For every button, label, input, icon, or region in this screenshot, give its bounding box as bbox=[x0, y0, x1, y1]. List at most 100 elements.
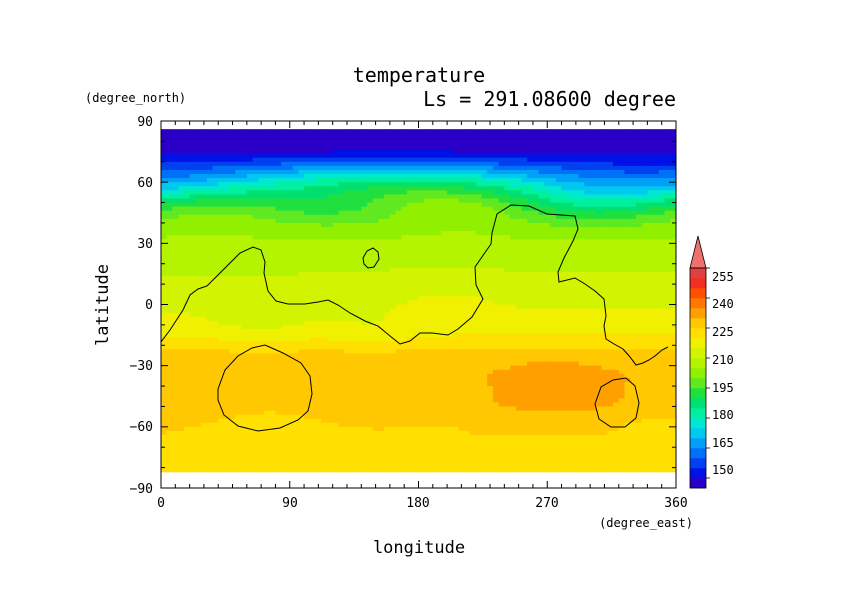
field-cell bbox=[635, 169, 643, 175]
field-cell bbox=[275, 198, 282, 204]
field-cell bbox=[418, 186, 425, 191]
field-cell bbox=[424, 198, 431, 204]
field-cell bbox=[670, 137, 676, 142]
field-cell bbox=[510, 129, 517, 134]
field-cell bbox=[595, 333, 603, 338]
field-cell bbox=[641, 231, 648, 236]
field-cell bbox=[447, 271, 454, 277]
field-cell bbox=[555, 231, 563, 236]
field-cell bbox=[223, 182, 231, 187]
field-cell bbox=[447, 153, 454, 159]
field-cell bbox=[309, 182, 317, 187]
field-cell bbox=[292, 304, 299, 310]
field-cell bbox=[229, 316, 236, 322]
field-cell bbox=[195, 255, 202, 261]
field-cell bbox=[441, 214, 448, 220]
field-cell bbox=[653, 198, 660, 204]
field-cell bbox=[161, 312, 168, 318]
field-cell bbox=[269, 206, 277, 212]
field-cell bbox=[367, 284, 374, 289]
field-cell bbox=[309, 206, 317, 212]
field-cell bbox=[338, 239, 345, 244]
field-cell bbox=[452, 145, 460, 151]
field-cell bbox=[670, 141, 676, 147]
field-cell bbox=[361, 296, 368, 302]
field-cell bbox=[481, 271, 488, 277]
field-cell bbox=[246, 198, 254, 204]
field-cell bbox=[292, 157, 299, 163]
field-cell bbox=[309, 227, 317, 232]
field-cell bbox=[504, 243, 511, 249]
field-cell bbox=[544, 308, 551, 314]
field-cell bbox=[401, 247, 408, 253]
field-cell bbox=[670, 129, 676, 134]
field-cell bbox=[361, 292, 368, 297]
field-cell bbox=[338, 202, 345, 208]
field-cell bbox=[435, 214, 442, 220]
field-cell bbox=[435, 222, 442, 228]
field-cell bbox=[332, 267, 339, 273]
field-cell bbox=[567, 308, 574, 314]
field-cell bbox=[338, 292, 345, 297]
field-cell bbox=[264, 165, 271, 171]
field-cell bbox=[452, 202, 460, 208]
field-cell bbox=[590, 141, 597, 147]
field-cell bbox=[389, 145, 397, 151]
field-cell bbox=[223, 247, 231, 253]
field-cell bbox=[212, 308, 219, 314]
field-cell bbox=[452, 345, 460, 350]
field-cell bbox=[573, 288, 580, 293]
field-cell bbox=[241, 174, 248, 179]
field-cell bbox=[241, 182, 248, 187]
field-cell bbox=[607, 153, 614, 159]
field-cell bbox=[532, 263, 540, 269]
field-cell bbox=[195, 145, 202, 151]
field-cell bbox=[395, 333, 402, 338]
field-cell bbox=[544, 149, 551, 155]
field-cell bbox=[229, 308, 236, 314]
field-cell bbox=[292, 169, 299, 175]
field-cell bbox=[401, 284, 408, 289]
field-cell bbox=[590, 328, 597, 334]
field-cell bbox=[418, 190, 425, 195]
field-cell bbox=[573, 133, 580, 138]
field-cell bbox=[441, 251, 448, 257]
field-cell bbox=[647, 218, 654, 224]
field-cell bbox=[573, 161, 580, 167]
field-cell bbox=[607, 239, 614, 244]
field-cell bbox=[532, 280, 540, 285]
field-cell bbox=[487, 251, 494, 257]
field-cell bbox=[395, 190, 402, 195]
field-cell bbox=[613, 267, 620, 273]
field-cell bbox=[653, 271, 660, 277]
field-cell bbox=[424, 304, 431, 310]
field-cell bbox=[573, 259, 580, 265]
field-cell bbox=[412, 349, 420, 355]
field-cell bbox=[578, 308, 586, 314]
field-cell bbox=[670, 251, 676, 257]
field-cell bbox=[550, 194, 557, 200]
field-cell bbox=[527, 308, 534, 314]
field-cell bbox=[332, 320, 339, 326]
field-cell bbox=[492, 333, 500, 338]
field-cell bbox=[378, 161, 385, 167]
field-cell bbox=[521, 308, 528, 314]
field-cell bbox=[286, 280, 294, 285]
field-cell bbox=[567, 198, 574, 204]
field-cell bbox=[206, 231, 214, 236]
field-cell bbox=[429, 316, 437, 322]
field-cell bbox=[647, 255, 654, 261]
field-cell bbox=[326, 243, 334, 249]
field-cell bbox=[578, 227, 586, 232]
field-cell bbox=[418, 178, 425, 183]
field-cell bbox=[304, 271, 311, 277]
field-cell bbox=[630, 235, 637, 240]
field-cell bbox=[241, 129, 248, 134]
field-cell bbox=[206, 137, 214, 142]
field-cell bbox=[515, 288, 523, 293]
field-cell bbox=[252, 145, 259, 151]
field-cell bbox=[161, 271, 168, 277]
field-cell bbox=[298, 153, 305, 159]
field-cell bbox=[630, 333, 637, 338]
field-cell bbox=[464, 235, 471, 240]
